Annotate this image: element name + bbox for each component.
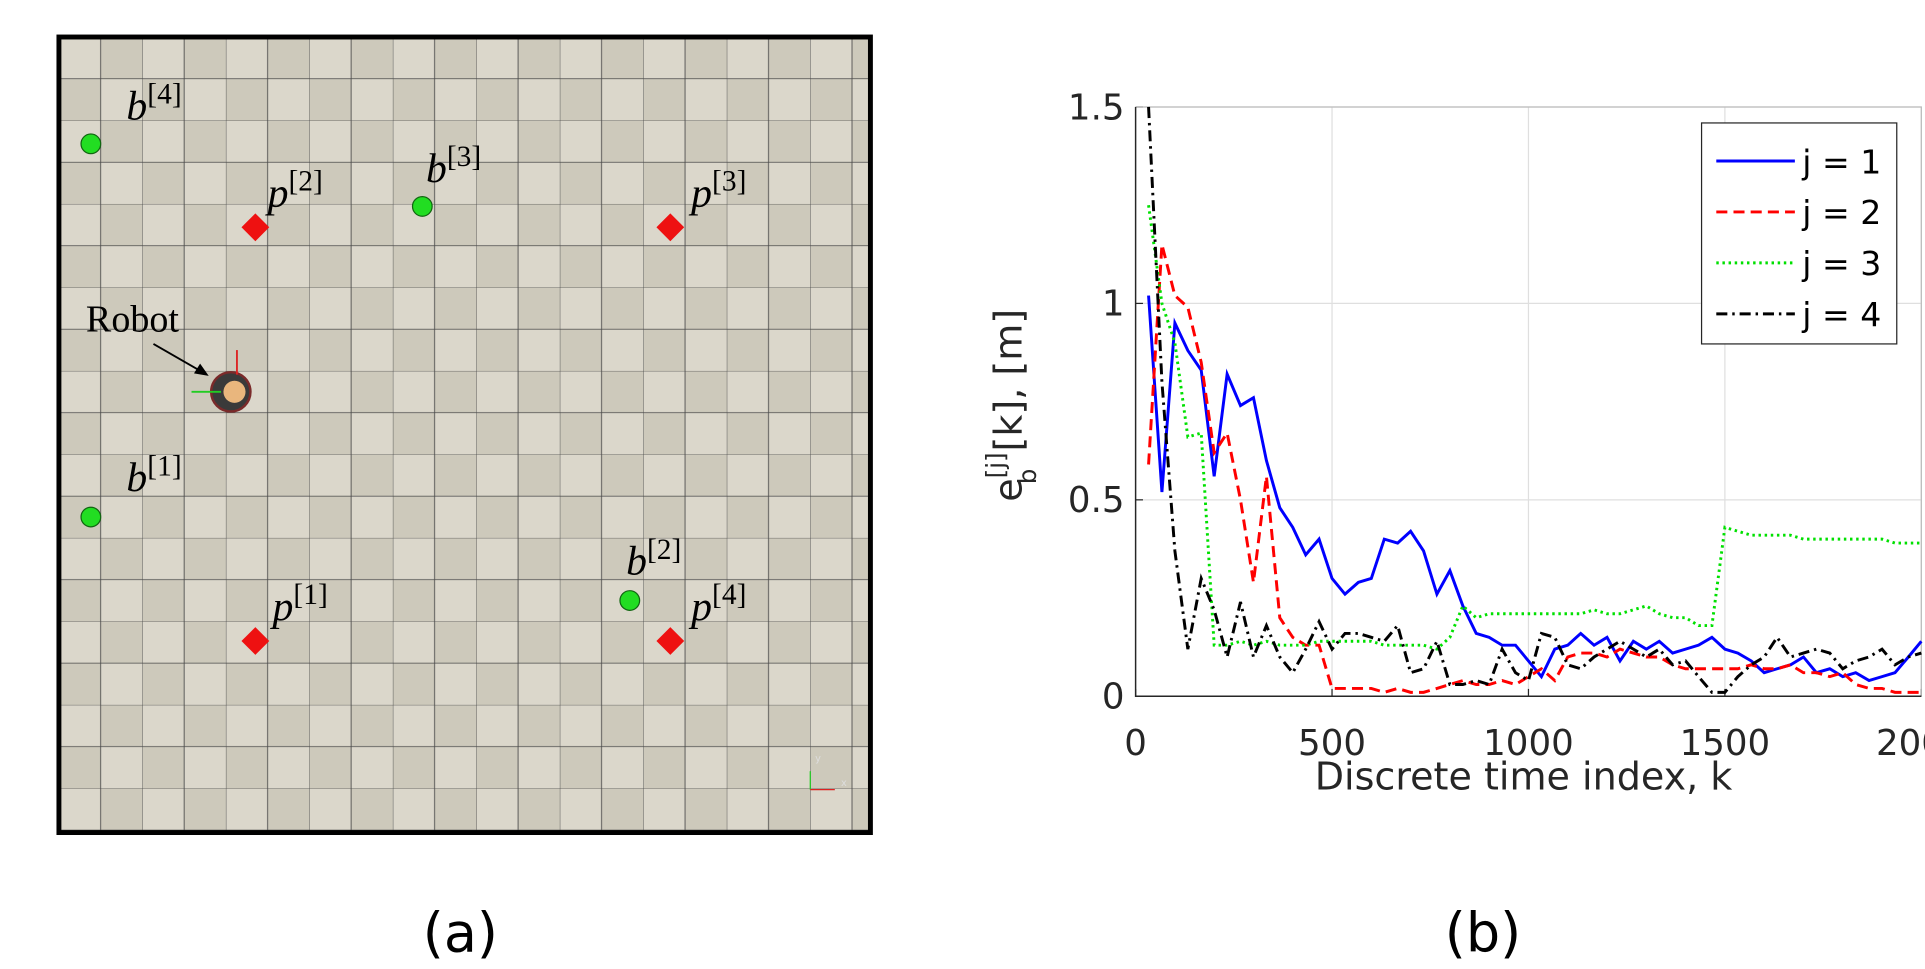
robot-arrowhead: [193, 363, 209, 376]
ylabel-sub: b: [1013, 469, 1042, 485]
line-chart: (b) Discrete time index, k e[j] b [k], [m]…: [981, 87, 1925, 964]
ylabel-rest: [k], [m]: [986, 309, 1030, 452]
y-tick-label: 1: [1102, 284, 1125, 325]
label-base: b: [126, 455, 147, 501]
label-base: p: [270, 584, 294, 630]
point-label: p[2]: [265, 165, 323, 216]
y-tick-label: 0.5: [1068, 480, 1125, 521]
beacon-label: b[1]: [126, 450, 181, 501]
gizmo-y: y: [815, 753, 821, 764]
beacon-marker: [80, 506, 102, 528]
point-label: p[3]: [688, 165, 746, 216]
scene: b[1] b[2] b[3] b[4] p[1] p[2] p[3] p[4] …: [56, 34, 873, 965]
label-base: p: [265, 170, 289, 216]
series-group: [1147, 106, 1923, 694]
scene-floor: [56, 34, 873, 836]
caption: (b): [1445, 902, 1521, 965]
series-line: [1147, 295, 1923, 683]
label-base: b: [426, 146, 447, 192]
label-sup: [2]: [647, 534, 681, 566]
axis-frame: [1134, 106, 1922, 698]
legend-label: j = 2: [1801, 193, 1881, 232]
series-line: [1147, 106, 1922, 694]
y-tick-label: 1.5: [1068, 87, 1125, 128]
label-sup: [3]: [447, 141, 481, 173]
robot-label: Robot: [86, 299, 179, 341]
legend-label: j = 4: [1801, 295, 1881, 334]
label-sup: [1]: [147, 450, 181, 482]
x-tick-label: 1000: [1483, 723, 1574, 764]
y-tick-label: 0: [1102, 677, 1125, 718]
label-base: p: [688, 170, 712, 216]
ylabel-base: e: [986, 478, 1030, 501]
series-line: [1147, 205, 1922, 651]
robot-arrow: [153, 343, 204, 373]
label-sup: [4]: [712, 579, 746, 611]
label-sup: [2]: [289, 165, 323, 197]
x-tick-label: 500: [1298, 723, 1366, 764]
beacon-marker: [619, 590, 641, 611]
beacon-label: b[4]: [126, 78, 181, 129]
beacon-label: b[2]: [626, 534, 681, 585]
beacon-marker: [411, 195, 433, 217]
point-label: p[4]: [688, 579, 746, 630]
legend: j = 1 j = 2 j = 3 j = 4: [1700, 122, 1898, 345]
beacon-label: b[3]: [426, 141, 481, 192]
robot: [191, 350, 252, 413]
label-base: b: [626, 539, 647, 585]
label-sup: [1]: [293, 579, 327, 611]
x-axis-label: Discrete time index, k: [1315, 755, 1733, 799]
label-sup: [4]: [147, 78, 181, 110]
label-base: b: [126, 83, 147, 129]
caption: (a): [423, 902, 498, 965]
x-tick-label: 0: [1124, 723, 1147, 764]
point-label: p[1]: [270, 579, 328, 630]
series-line: [1147, 244, 1922, 694]
x-tick-label: 1500: [1680, 723, 1771, 764]
ylabel-sup: [j]: [981, 452, 1010, 478]
axes-gizmo: y x: [809, 753, 847, 791]
legend-label: j = 1: [1801, 142, 1881, 181]
axis-frame-top-right: [1135, 106, 1922, 697]
gizmo-x: x: [841, 778, 847, 789]
point-marker: [656, 627, 685, 655]
legend-label: j = 3: [1801, 244, 1881, 283]
label-sup: [3]: [712, 165, 746, 197]
y-axis-label: e[j] b [k], [m]: [981, 309, 1042, 502]
beacon-marker: [80, 133, 102, 155]
label-base: p: [688, 584, 712, 630]
